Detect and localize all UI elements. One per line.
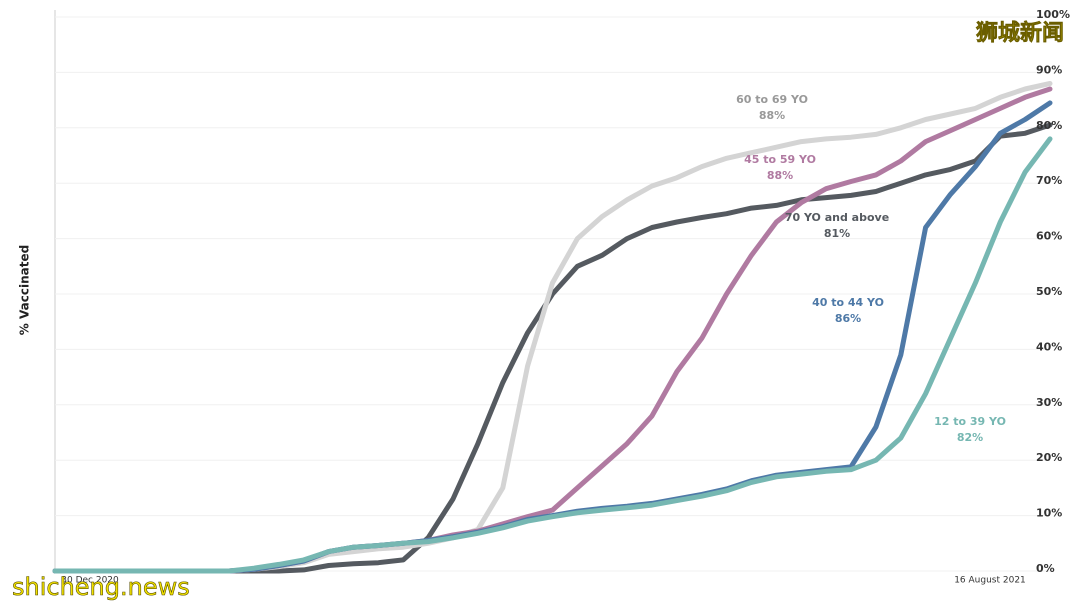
series-line — [52, 100, 1053, 574]
watermark-top: 狮城新闻 — [976, 20, 1064, 46]
y-tick-label: 90% — [1036, 63, 1062, 76]
series-name: 70 YO and above — [785, 211, 889, 224]
series-line — [52, 136, 1053, 574]
series-annotation: 82% — [957, 431, 983, 444]
series-annotation: 88% — [767, 169, 793, 182]
labels: 0% 10% 20% 30% 40% 50% 60% 70% 80% 90% 100% 30 Dec … — [61, 8, 1070, 586]
watermark-bottom: shicheng.news — [12, 573, 190, 601]
series-name: 60 to 69 YO — [736, 93, 808, 106]
y-tick-label: 30% — [1036, 396, 1062, 409]
x-tick-label: 30 Dec 2020 — [61, 576, 119, 586]
y-tick-label: 50% — [1036, 285, 1062, 298]
series-name: 45 to 59 YO — [744, 153, 816, 166]
y-tick-label: 80% — [1036, 119, 1062, 132]
y-axis-label: % Vaccinated — [18, 245, 32, 335]
lines — [52, 81, 1053, 574]
y-tick-label: 100% — [1036, 8, 1070, 21]
y-tick-label: 0% — [1036, 562, 1055, 575]
y-tick-label: 70% — [1036, 174, 1062, 187]
series-name: 12 to 39 YO — [934, 415, 1006, 428]
series-annotation: 88% — [759, 109, 785, 122]
series-line — [52, 81, 1053, 574]
y-tick-label: 20% — [1036, 451, 1062, 464]
series-annotation: 81% — [824, 227, 850, 240]
y-tick-label: 40% — [1036, 340, 1062, 353]
series-annotation: 86% — [835, 312, 861, 325]
series-name: 40 to 44 YO — [812, 296, 884, 309]
x-tick-label: 16 August 2021 — [954, 576, 1026, 586]
y-tick-label: 10% — [1036, 507, 1062, 520]
series-line — [52, 86, 1053, 574]
y-tick-label: 60% — [1036, 230, 1062, 243]
